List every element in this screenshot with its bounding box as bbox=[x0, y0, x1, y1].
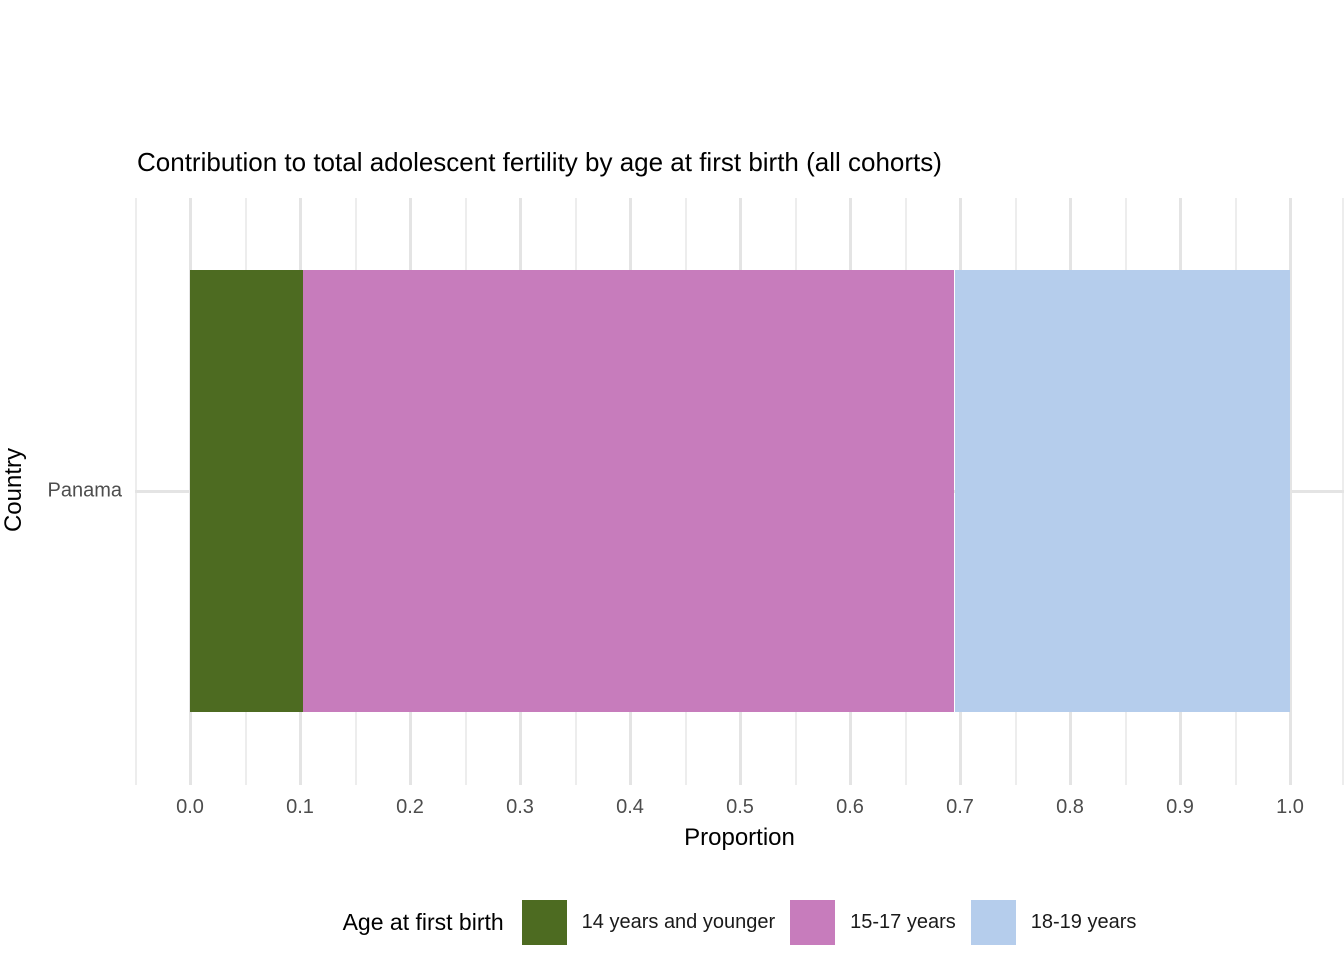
legend-item: 14 years and younger bbox=[521, 899, 776, 945]
legend: Age at first birth 14 years and younger 1… bbox=[135, 897, 1344, 947]
bar-row-panama bbox=[135, 270, 1344, 712]
legend-swatch-icon bbox=[970, 899, 1016, 945]
legend-items: 14 years and younger 15-17 years 18-19 yea… bbox=[521, 899, 1137, 945]
legend-label: 14 years and younger bbox=[581, 910, 776, 933]
x-tick-label: 1.0 bbox=[1276, 796, 1304, 818]
x-tick-label: 0.9 bbox=[1166, 796, 1194, 818]
legend-title: Age at first birth bbox=[342, 908, 504, 935]
x-tick-label: 0.2 bbox=[396, 796, 424, 818]
x-axis-title: Proportion bbox=[684, 824, 795, 851]
plot-panel bbox=[135, 198, 1344, 785]
bar-segment-18-19-years bbox=[954, 270, 1290, 712]
x-tick-label: 0.3 bbox=[506, 796, 534, 818]
chart-title: Contribution to total adolescent fertili… bbox=[137, 147, 942, 177]
legend-swatch-icon bbox=[790, 899, 836, 945]
bar-segment-14-years-and-younger bbox=[190, 270, 304, 712]
y-tick-label-panama: Panama bbox=[47, 479, 123, 502]
x-tick-label: 0.0 bbox=[176, 796, 204, 818]
legend-label: 15-17 years bbox=[850, 910, 956, 933]
legend-swatch-icon bbox=[521, 899, 567, 945]
x-tick-label: 0.4 bbox=[616, 796, 644, 818]
x-tick-label: 0.1 bbox=[286, 796, 314, 818]
x-tick-label: 0.6 bbox=[836, 796, 864, 818]
legend-item: 15-17 years bbox=[790, 899, 956, 945]
x-tick-label: 0.8 bbox=[1056, 796, 1084, 818]
x-tick-label: 0.5 bbox=[726, 796, 754, 818]
legend-item: 18-19 years bbox=[970, 899, 1137, 945]
x-tick-label: 0.7 bbox=[946, 796, 974, 818]
legend-label: 18-19 years bbox=[1030, 910, 1137, 933]
bar-segment-15-17-years bbox=[303, 270, 955, 712]
